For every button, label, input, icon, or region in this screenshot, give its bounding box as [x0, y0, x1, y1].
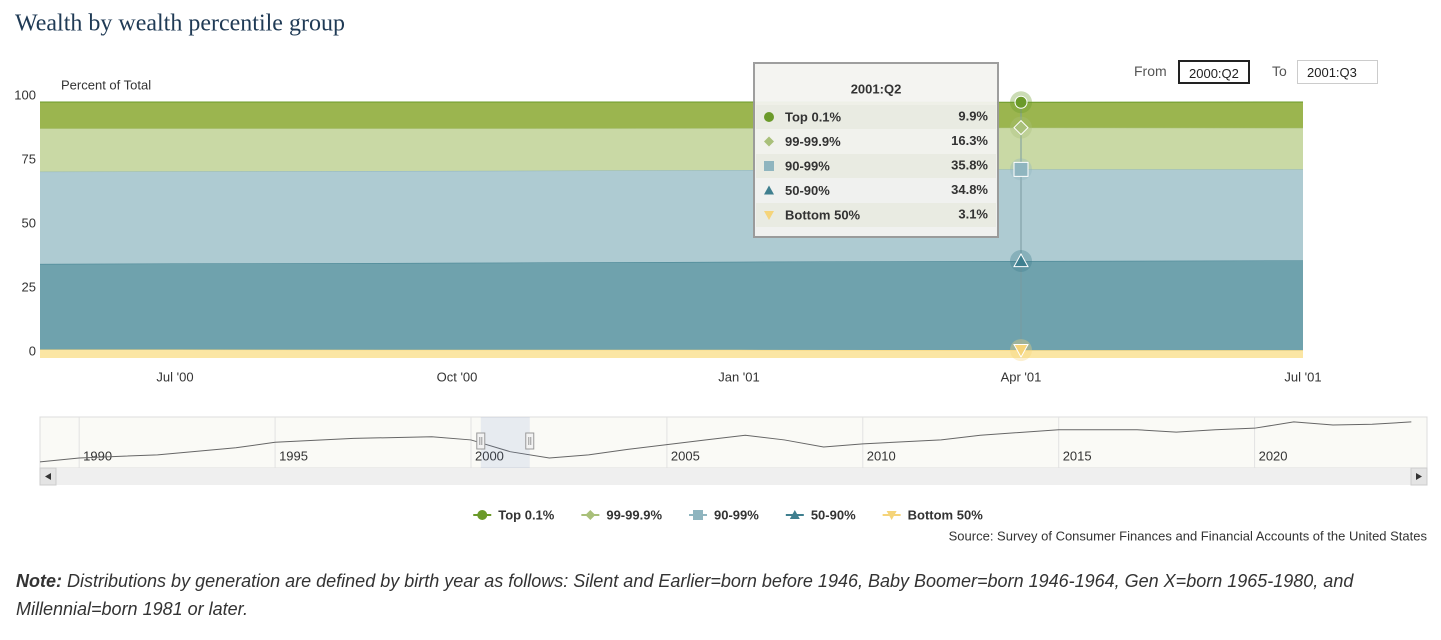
x-tick-label: Oct '00: [437, 369, 478, 384]
plot-area: [40, 101, 1304, 358]
legend-item[interactable]: Top 0.1%: [473, 507, 555, 522]
from-input[interactable]: 2000:Q2: [1178, 60, 1250, 84]
legend-label: Bottom 50%: [908, 507, 984, 522]
area: [40, 169, 1303, 264]
tooltip-name: 50-90%: [785, 183, 830, 198]
chart-title: Wealth by wealth percentile group: [15, 11, 345, 37]
tooltip-name: 99-99.9%: [785, 134, 841, 149]
legend-marker: [693, 510, 704, 520]
y-tick-label: 100: [14, 87, 36, 102]
y-tick-label: 0: [29, 343, 36, 358]
note-label: Note:: [16, 571, 62, 591]
marker: [1013, 161, 1029, 177]
legend-label: Top 0.1%: [498, 507, 555, 522]
y-tick-label: 75: [22, 151, 36, 166]
tooltip-marker: [764, 211, 774, 220]
navigator-handle[interactable]: [525, 432, 535, 450]
tooltip-marker: [764, 136, 774, 147]
legend: Top 0.1% 99-99.9% 90-99% 50-90% Bottom 50%: [473, 507, 983, 522]
arrow-icon: [45, 473, 51, 480]
navigator-handle[interactable]: [476, 432, 486, 450]
tooltip-row: [756, 105, 996, 129]
navigator-tick-label: 1995: [279, 448, 308, 463]
tooltip-marker: [764, 112, 774, 122]
tooltip-name: Bottom 50%: [785, 207, 861, 222]
x-tick-label: Jul '01: [1284, 369, 1321, 384]
navigator-line: [39, 421, 1412, 463]
from-label: From: [1134, 63, 1167, 79]
source: Source: Survey of Consumer Finances and …: [949, 528, 1428, 543]
navigator-tick-label: 2010: [867, 448, 896, 463]
note: Note: Distributions by generation are de…: [16, 567, 1426, 623]
marker: [1014, 95, 1028, 109]
tooltip-marker: [764, 161, 774, 171]
navigator-tick-label: 1990: [83, 448, 112, 463]
legend-marker: [477, 510, 488, 520]
tooltip-name: 90-99%: [785, 158, 830, 173]
marker: [1013, 343, 1029, 359]
note-text: Distributions by generation are defined …: [16, 571, 1354, 619]
x-tick-label: Jan '01: [718, 369, 760, 384]
scrollbar[interactable]: [40, 468, 1427, 485]
navigator: 1990 1995 2000 2005 2010 2015 2020: [39, 417, 1412, 485]
legend-label: 99-99.9%: [606, 507, 662, 522]
area: [40, 260, 1303, 351]
area: [40, 127, 1303, 172]
tooltip-name: Top 0.1%: [785, 109, 842, 124]
tooltip-row: [756, 154, 996, 178]
legend-item[interactable]: 50-90%: [785, 507, 856, 522]
to-input[interactable]: 2001:Q3: [1297, 60, 1378, 84]
area: [40, 349, 1303, 358]
tooltip-value: 9.9%: [958, 108, 988, 123]
arrow-icon: [1416, 473, 1422, 480]
y-tick-label: 50: [22, 215, 36, 230]
marker: [1013, 252, 1029, 268]
legend-label: 90-99%: [714, 507, 759, 522]
legend-item[interactable]: 99-99.9%: [581, 507, 662, 522]
legend-label: 50-90%: [811, 507, 856, 522]
navigator-background: [39, 416, 1428, 469]
y-axis-title: Percent of Total: [61, 77, 151, 92]
marker: [1013, 119, 1029, 136]
navigator-selection: [480, 417, 530, 468]
tooltip-value: 3.1%: [958, 206, 988, 221]
y-tick-label: 25: [22, 279, 36, 294]
tooltip-value: 35.8%: [951, 157, 988, 172]
legend-item[interactable]: 90-99%: [689, 507, 759, 522]
legend-item[interactable]: Bottom 50%: [882, 507, 984, 522]
legend-marker: [789, 510, 800, 519]
legend-marker: [886, 511, 897, 520]
area: [40, 102, 1303, 129]
legend-marker: [585, 510, 596, 520]
navigator-tick-label: 2000: [475, 448, 504, 463]
tooltip-title: 2001:Q2: [851, 81, 902, 96]
navigator-tick-label: 2015: [1063, 448, 1092, 463]
to-label: To: [1272, 63, 1287, 79]
x-tick-label: Apr '01: [1001, 369, 1042, 384]
tooltip-marker: [764, 185, 774, 195]
tooltip: 2001:Q2 Top 0.1% 9.9% 99-99.9% 16.3% 90-99% 35…: [753, 62, 999, 238]
navigator-tick-label: 2005: [671, 448, 700, 463]
navigator-tick-label: 2020: [1259, 448, 1288, 463]
tooltip-value: 34.8%: [951, 182, 988, 197]
x-tick-label: Jul '00: [156, 369, 193, 384]
tooltip-value: 16.3%: [951, 133, 988, 148]
tooltip-row: [756, 203, 996, 227]
